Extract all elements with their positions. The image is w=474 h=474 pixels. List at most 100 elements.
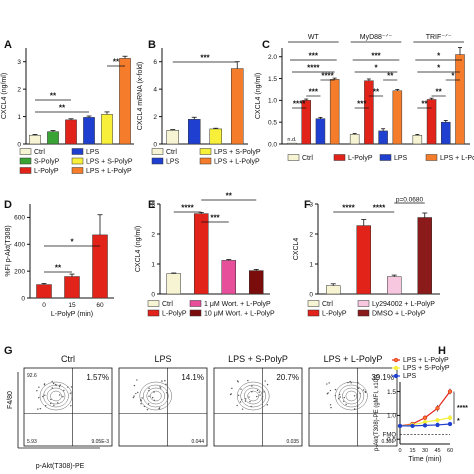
event-point [148, 387, 150, 390]
event-point [133, 384, 136, 387]
event-point [136, 379, 138, 381]
legend-label: 10 μM Wort. + L-PolyP [204, 311, 275, 318]
y-axis-label: F4/80 [7, 391, 14, 409]
flow-plot: LPS + S-PolyP 20.7% 0.035 [213, 354, 303, 447]
significance-label: * [437, 64, 441, 73]
legend-label: LPS + S-PolyP [403, 365, 450, 372]
event-point [248, 396, 250, 398]
event-point [159, 387, 162, 389]
bar [326, 285, 341, 295]
legend-swatch [307, 300, 320, 307]
significance-label: **** [342, 204, 355, 213]
legend-swatch [333, 154, 346, 161]
y-tick-label: 0 [17, 141, 21, 148]
significance-label: ** [373, 88, 380, 97]
event-point [236, 404, 238, 407]
x-tick-label: 0 [42, 302, 46, 309]
legend-label: Ctrl [166, 149, 177, 156]
y-axis-label: CXCL4 [293, 238, 300, 261]
y-tick-label: 1.5 [268, 76, 277, 83]
significance-label: **** [181, 204, 194, 213]
contour [240, 384, 266, 408]
legend-label: Ctrl [302, 155, 313, 162]
legend-swatch [425, 154, 438, 161]
event-point [132, 396, 135, 399]
not-detected-label: n.d. [287, 137, 297, 143]
y-axis-label: p-Akt(T308)-PE (gMFI, x10³) [374, 375, 380, 451]
y-axis-label: %FI p-Akt(T308) [5, 225, 12, 276]
event-point [166, 391, 168, 394]
event-point [266, 383, 269, 386]
legend-label: LPS + S-PolyP [86, 159, 133, 166]
significance-label: **** [373, 204, 386, 213]
event-point [158, 407, 161, 409]
y-tick-label: 1.0 [268, 98, 277, 105]
bar [441, 121, 451, 145]
flow-title: Ctrl [61, 354, 75, 364]
event-point [258, 391, 261, 393]
bar [64, 276, 80, 299]
contour [335, 381, 368, 411]
legend-swatch [379, 154, 392, 161]
event-point [231, 387, 233, 390]
event-point [330, 406, 332, 409]
event-point [52, 382, 55, 385]
panel-label-G: G [4, 345, 13, 357]
bar [29, 134, 41, 145]
bar [194, 213, 209, 295]
significance-label: *** [309, 52, 319, 61]
quadrant-value: 92.6 [27, 373, 37, 379]
event-point [357, 387, 360, 389]
flow-frame [23, 367, 113, 447]
bar [188, 119, 201, 145]
x-axis-label: p-Akt(T308)-PE [36, 463, 85, 470]
y-axis-label: CXCL4 (ng/ml) [135, 226, 142, 272]
event-point [356, 386, 359, 389]
event-point [39, 407, 42, 410]
event-point [42, 395, 44, 398]
significance-label: ** [113, 58, 120, 67]
quadrant-value: 5.93 [27, 439, 37, 445]
event-point [353, 395, 356, 397]
event-point [364, 391, 367, 394]
event-point [43, 383, 46, 385]
event-point [164, 380, 166, 382]
event-point [329, 389, 332, 392]
event-point [51, 387, 53, 389]
legend-swatch [189, 309, 202, 317]
event-point [247, 379, 249, 382]
y-tick-label: 0.5 [268, 119, 277, 126]
significance-label: * [451, 72, 455, 81]
bar [221, 260, 236, 295]
significance-label: *** [371, 52, 381, 61]
legend-swatch [71, 167, 84, 174]
y-tick-label: 0.0 [268, 141, 277, 148]
y-tick-label: 600 [14, 215, 25, 222]
event-point [38, 396, 40, 399]
significance-label: ** [50, 92, 57, 101]
event-point [354, 408, 356, 410]
significance-label: *** [210, 214, 220, 223]
panel-label-H: H [438, 345, 446, 357]
event-point [159, 386, 161, 388]
panel-label-F: F [304, 199, 311, 211]
contour [342, 387, 361, 405]
y-tick-label: 2.0 [268, 54, 277, 61]
quadrant-value: 0.101 [381, 439, 394, 445]
legend-swatch [199, 157, 212, 165]
event-point [50, 398, 52, 401]
bar [387, 276, 402, 295]
series-point [397, 423, 403, 429]
legend-label: LPS [394, 155, 408, 162]
y-axis-label: CXCL4 mRNA (x-fold) [137, 62, 144, 130]
quadrant-value: 0.044 [191, 439, 204, 445]
legend-swatch [189, 300, 202, 307]
panel-H: 0.5 1.0 1.5 0 15 30 45 60 Time (min) p-Akt(T308)-… [374, 357, 468, 463]
y-tick-label: 0 [21, 295, 25, 302]
legend-swatch [287, 154, 300, 161]
panel-label-B: B [148, 39, 156, 51]
contour [50, 390, 62, 402]
panel-label-C: C [262, 39, 270, 51]
legend-swatch [357, 300, 370, 307]
